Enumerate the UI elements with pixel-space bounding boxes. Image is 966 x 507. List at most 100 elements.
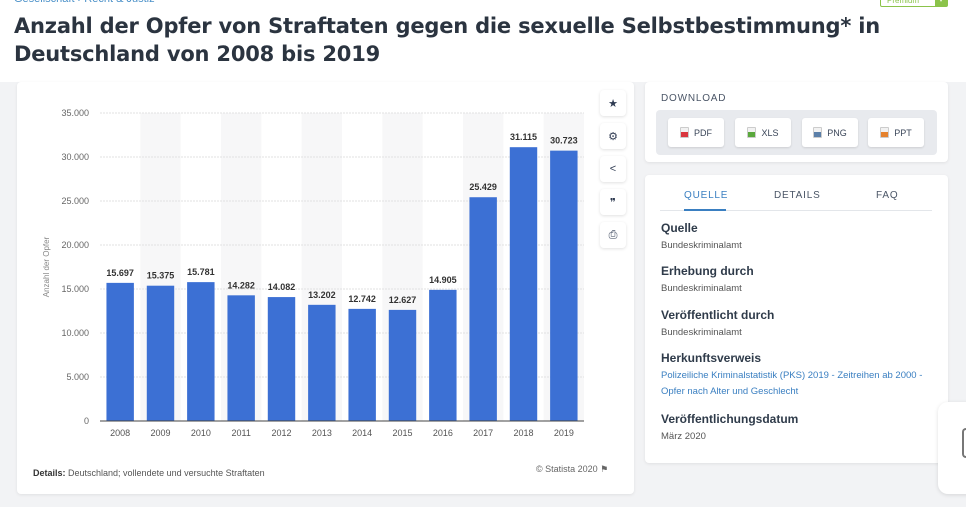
info-section: Herkunftsverweis Polizeiliche Kriminalsta… [661, 351, 941, 400]
download-buttons: PDF XLS PNG PPT [656, 110, 937, 155]
info-value: Bundeskriminalamt [661, 283, 742, 294]
bar [106, 282, 134, 421]
download-pdf-button[interactable]: PDF [668, 118, 724, 147]
source-info-card: QUELLE DETAILS FAQ Quelle Bundeskriminala… [645, 175, 948, 463]
info-value: Bundeskriminalamt [661, 327, 742, 338]
info-heading: Veröffentlicht durch [661, 308, 775, 322]
download-label: PDF [694, 127, 712, 138]
y-tick-label: 20.000 [61, 240, 89, 250]
info-section: Veröffentlicht durch Bundeskriminalamt [661, 308, 941, 341]
quote-icon: ❞ [610, 196, 616, 209]
info-heading: Erhebung durch [661, 264, 754, 278]
info-heading: Quelle [661, 221, 698, 235]
tab-quelle[interactable]: QUELLE [684, 190, 729, 201]
details-label: Details: [33, 468, 66, 478]
x-tick-label: 2018 [513, 428, 533, 438]
active-tab-indicator [684, 209, 726, 211]
breadcrumb[interactable]: Gesellschaft › Recht & Justiz [14, 0, 155, 5]
chevron-down-icon: ▾ [935, 0, 947, 6]
download-label: PPT [894, 127, 912, 138]
y-tick-label: 15.000 [61, 284, 89, 294]
info-section: Veröffentlichungsdatum März 2020 [661, 412, 941, 445]
x-tick-label: 2010 [191, 428, 211, 438]
share-button[interactable]: < [600, 156, 626, 182]
x-tick-label: 2008 [110, 428, 130, 438]
data-label: 14.282 [227, 280, 255, 290]
premium-badge[interactable]: Premium ▾ [880, 0, 948, 7]
download-xls-button[interactable]: XLS [735, 118, 791, 147]
tab-details[interactable]: DETAILS [774, 190, 821, 201]
chart-details: Details: Deutschland; vollendete und ver… [33, 468, 265, 478]
data-label: 30.723 [550, 136, 578, 146]
bar [308, 304, 336, 421]
bar [267, 297, 296, 421]
tab-faq[interactable]: FAQ [876, 190, 899, 201]
data-label: 25.429 [469, 182, 497, 192]
file-xls-icon [747, 127, 757, 138]
header: Gesellschaft › Recht & Justiz Premium ▾ A… [0, 0, 966, 82]
file-ppt-icon [880, 127, 890, 138]
download-card: DOWNLOAD PDF XLS PNG PPT [645, 82, 948, 162]
x-tick-label: 2011 [231, 428, 250, 438]
copyright[interactable]: © Statista 2020 ⚑ [536, 464, 609, 474]
info-heading: Veröffentlichungsdatum [661, 412, 799, 426]
print-button[interactable]: ⎙ [600, 222, 626, 248]
data-label: 15.781 [187, 267, 215, 277]
x-tick-label: 2012 [271, 428, 291, 438]
chart-card: 0 5.000 10.000 15.000 20.000 25.000 30.000 35.0… [17, 82, 634, 494]
widget-icon [962, 428, 966, 458]
data-label: 15.697 [106, 268, 134, 278]
y-tick-label: 0 [84, 416, 89, 426]
x-tick-label: 2015 [392, 428, 412, 438]
info-tabs: QUELLE DETAILS FAQ [660, 187, 932, 211]
bar [227, 295, 255, 421]
data-label: 15.375 [147, 271, 175, 281]
x-tick-label: 2009 [150, 428, 170, 438]
x-tick-label: 2016 [433, 428, 453, 438]
bar [550, 150, 578, 421]
download-label: XLS [761, 127, 779, 138]
bar-chart: 0 5.000 10.000 15.000 20.000 25.000 30.000 35.0… [42, 108, 584, 438]
bar [509, 147, 538, 422]
download-title: DOWNLOAD [661, 93, 727, 104]
info-value: März 2020 [661, 431, 706, 442]
chart-toolbar: ★ ⚙ < ❞ ⎙ [600, 90, 626, 255]
star-button[interactable]: ★ [600, 90, 626, 116]
gear-button[interactable]: ⚙ [600, 123, 626, 149]
data-label: 13.202 [308, 290, 336, 300]
info-value: Bundeskriminalamt [661, 240, 742, 251]
data-label: 12.627 [389, 295, 417, 305]
x-tick-label: 2019 [554, 428, 574, 438]
x-tick-label: 2013 [312, 428, 332, 438]
quote-button[interactable]: ❞ [600, 189, 626, 215]
page-title: Anzahl der Opfer von Straftaten gegen di… [14, 14, 880, 66]
y-tick-label: 30.000 [61, 152, 89, 162]
download-label: PNG [827, 127, 847, 138]
download-ppt-button[interactable]: PPT [868, 118, 924, 147]
star-icon: ★ [608, 97, 618, 110]
gear-icon: ⚙ [608, 130, 618, 143]
data-label: 14.082 [268, 282, 296, 292]
source-link[interactable]: Polizeiliche Kriminalstatistik (PKS) 201… [661, 370, 923, 397]
y-tick-label: 35.000 [61, 108, 89, 118]
file-png-icon [813, 127, 823, 138]
y-axis-label: Anzahl der Opfer [42, 236, 51, 297]
file-pdf-icon [680, 127, 689, 138]
download-png-button[interactable]: PNG [802, 118, 858, 147]
bar [429, 289, 457, 421]
info-heading: Herkunftsverweis [661, 351, 762, 365]
data-label: 12.742 [348, 294, 376, 304]
data-label: 31.115 [510, 132, 537, 142]
floating-widget[interactable] [938, 402, 966, 494]
bar [146, 285, 175, 421]
bar [348, 308, 376, 421]
premium-badge-label: Premium [887, 0, 920, 5]
details-text: Deutschland; vollendete und versuchte St… [65, 468, 265, 478]
print-icon: ⎙ [608, 228, 618, 241]
y-tick-label: 25.000 [61, 196, 89, 206]
bar [388, 309, 417, 421]
info-section: Quelle Bundeskriminalamt [661, 221, 941, 254]
bar [469, 197, 497, 421]
y-tick-label: 5.000 [66, 372, 89, 382]
